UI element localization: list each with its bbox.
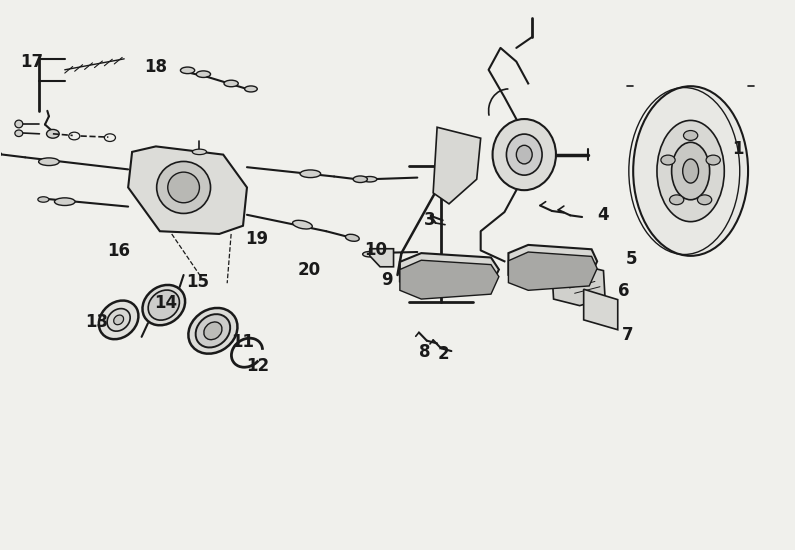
Text: 15: 15	[186, 273, 209, 290]
Ellipse shape	[180, 67, 195, 74]
Ellipse shape	[148, 290, 180, 320]
Ellipse shape	[168, 172, 200, 203]
Ellipse shape	[107, 309, 130, 331]
Text: 17: 17	[20, 53, 43, 70]
Text: 5: 5	[626, 250, 637, 268]
Ellipse shape	[0, 151, 2, 157]
Polygon shape	[400, 253, 499, 290]
Ellipse shape	[157, 162, 211, 213]
Ellipse shape	[99, 300, 138, 339]
Text: 19: 19	[245, 230, 268, 249]
Ellipse shape	[683, 159, 699, 183]
Ellipse shape	[55, 198, 75, 206]
Text: 18: 18	[145, 58, 168, 76]
Ellipse shape	[114, 315, 123, 324]
Ellipse shape	[142, 285, 185, 325]
Circle shape	[661, 155, 675, 165]
Circle shape	[47, 129, 59, 138]
Ellipse shape	[363, 177, 377, 182]
Polygon shape	[509, 245, 597, 283]
Ellipse shape	[346, 234, 359, 241]
Ellipse shape	[633, 86, 748, 256]
Polygon shape	[509, 252, 597, 290]
Text: 10: 10	[365, 241, 388, 260]
Ellipse shape	[224, 80, 238, 87]
Ellipse shape	[204, 322, 222, 340]
Polygon shape	[370, 249, 394, 267]
Text: 9: 9	[382, 272, 393, 289]
Circle shape	[669, 195, 684, 205]
Ellipse shape	[506, 134, 542, 175]
Polygon shape	[400, 260, 499, 299]
Text: 20: 20	[297, 261, 320, 278]
Text: 8: 8	[420, 343, 431, 361]
Polygon shape	[552, 264, 605, 306]
Text: 1: 1	[732, 140, 744, 158]
Ellipse shape	[192, 149, 207, 155]
Ellipse shape	[188, 308, 238, 354]
Circle shape	[697, 195, 712, 205]
Ellipse shape	[353, 176, 367, 183]
Ellipse shape	[672, 142, 710, 200]
Text: 6: 6	[618, 282, 629, 300]
Ellipse shape	[196, 314, 231, 348]
Text: 11: 11	[231, 333, 254, 351]
Circle shape	[684, 130, 698, 140]
Ellipse shape	[657, 120, 724, 222]
Text: 7: 7	[622, 326, 633, 344]
Ellipse shape	[38, 197, 49, 202]
Ellipse shape	[493, 119, 556, 190]
Polygon shape	[433, 127, 481, 204]
Ellipse shape	[293, 221, 312, 229]
Ellipse shape	[363, 251, 377, 257]
Ellipse shape	[15, 130, 23, 136]
Text: 3: 3	[424, 211, 435, 229]
Text: 16: 16	[107, 243, 130, 261]
Ellipse shape	[245, 86, 258, 92]
Text: 4: 4	[598, 206, 609, 224]
Text: 14: 14	[154, 294, 178, 312]
Text: 2: 2	[437, 345, 449, 364]
Polygon shape	[584, 289, 618, 329]
Ellipse shape	[196, 71, 211, 78]
Polygon shape	[128, 146, 247, 234]
Text: 12: 12	[246, 358, 269, 376]
Ellipse shape	[300, 170, 320, 178]
Ellipse shape	[39, 158, 59, 166]
Circle shape	[706, 155, 720, 165]
Text: 13: 13	[85, 312, 108, 331]
Ellipse shape	[516, 145, 532, 164]
Ellipse shape	[15, 120, 23, 128]
